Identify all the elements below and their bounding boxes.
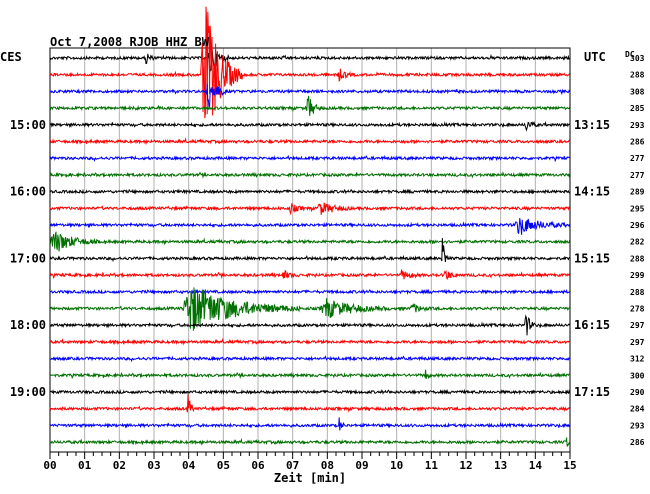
- dc-offset-value: 303: [630, 54, 645, 63]
- right-hour-label: 13:15: [574, 118, 610, 132]
- dc-offset-value: 300: [630, 371, 645, 380]
- dc-offset-value: 286: [630, 438, 645, 447]
- dc-offset-value: 282: [630, 238, 645, 247]
- x-axis-label: Zeit [min]: [274, 471, 346, 485]
- dc-offset-value: 288: [630, 288, 645, 297]
- trace-row-15: [49, 288, 571, 295]
- trace-row-9: [49, 188, 570, 195]
- utc-time-labels: 13:15 14:15 15:15 16:15 17:15: [574, 118, 610, 399]
- x-tick-label: 15: [563, 459, 576, 472]
- x-tick-label: 03: [147, 459, 160, 472]
- left-hour-label: 17:00: [10, 251, 46, 265]
- dc-offset-value: 293: [630, 121, 645, 130]
- left-timezone-label: CES: [0, 50, 22, 64]
- right-hour-label: 15:15: [574, 251, 610, 265]
- trace-row-14: [49, 269, 571, 281]
- seismic-traces: [49, 6, 571, 447]
- trace-row-17: [49, 314, 571, 336]
- trace-row-18: [49, 337, 570, 346]
- left-hour-label: 16:00: [10, 185, 46, 199]
- left-hour-label: 19:00: [10, 385, 46, 399]
- x-tick-label: 12: [459, 459, 472, 472]
- trace-row-4: [49, 95, 571, 116]
- trace-row-8: [49, 171, 571, 179]
- dc-offset-value: 293: [630, 421, 645, 430]
- dc-offset-value: 277: [630, 154, 645, 163]
- x-tick-label: 08: [321, 459, 334, 472]
- dc-offset-value: 284: [630, 405, 645, 414]
- x-tick-label: 05: [217, 459, 230, 472]
- trace-row-5: [49, 120, 570, 132]
- dc-offset-value: 297: [630, 321, 645, 330]
- x-tick-label: 14: [529, 459, 543, 472]
- dc-offset-value: 299: [630, 271, 645, 280]
- dc-offset-value: 286: [630, 138, 645, 147]
- trace-row-7: [49, 154, 570, 163]
- dc-offset-value: 312: [630, 355, 645, 364]
- dc-offset-value: 288: [630, 254, 645, 263]
- x-tick-label: 06: [251, 459, 265, 472]
- trace-row-2: [49, 6, 571, 119]
- x-tick-label: 11: [425, 459, 439, 472]
- right-timezone-label: UTC: [584, 50, 606, 64]
- trace-row-19: [49, 355, 571, 363]
- x-tick-label: 10: [390, 459, 403, 472]
- dc-header-label: DC: [625, 50, 635, 59]
- x-tick-label: 02: [113, 459, 126, 472]
- x-tick-label: 04: [182, 459, 196, 472]
- x-tick-label: 09: [355, 459, 368, 472]
- x-tick-label: 01: [78, 459, 92, 472]
- right-hour-label: 17:15: [574, 385, 610, 399]
- dc-offset-value: 296: [630, 221, 645, 230]
- trace-row-10: [49, 202, 571, 216]
- x-tick-label: 00: [43, 459, 56, 472]
- right-hour-label: 14:15: [574, 185, 610, 199]
- trace-row-23: [49, 417, 571, 431]
- trace-row-12: [49, 231, 571, 252]
- left-hour-label: 18:00: [10, 318, 46, 332]
- left-hour-label: 15:00: [10, 118, 46, 132]
- trace-row-20: [49, 369, 570, 380]
- dc-offset-value: 308: [630, 87, 645, 96]
- x-tick-label: 07: [286, 459, 299, 472]
- trace-row-24: [49, 437, 570, 447]
- dc-offset-value: 290: [630, 388, 645, 397]
- dc-offset-value: 295: [630, 204, 645, 213]
- trace-row-3: [49, 83, 571, 109]
- trace-row-13: [49, 238, 570, 263]
- dc-offset-value: 297: [630, 338, 645, 347]
- x-axis: 00 01 02 03 04 05 06 07 08 09 10 11 12 13 14 15: [43, 451, 577, 472]
- dc-offset-labels: 303 288 308 285 293 286 277 277 289 295 296 282 288 2…: [630, 54, 645, 447]
- local-time-labels: 15:00 16:00 17:00 18:00 19:00: [10, 118, 46, 399]
- trace-row-21: [49, 388, 571, 396]
- dc-offset-value: 278: [630, 305, 645, 314]
- trace-row-22: [49, 394, 571, 413]
- dc-offset-value: 285: [630, 104, 645, 113]
- right-hour-label: 16:15: [574, 318, 610, 332]
- trace-row-16: [49, 287, 570, 331]
- dc-offset-value: 289: [630, 188, 645, 197]
- x-tick-label: 13: [494, 459, 507, 472]
- chart-title: Oct 7,2008 RJOB HHZ BW: [50, 35, 210, 49]
- dc-offset-value: 277: [630, 171, 645, 180]
- trace-row-11: [49, 217, 571, 235]
- dc-offset-value: 288: [630, 71, 645, 80]
- trace-row-6: [49, 137, 570, 146]
- trace-row-1: [49, 47, 570, 74]
